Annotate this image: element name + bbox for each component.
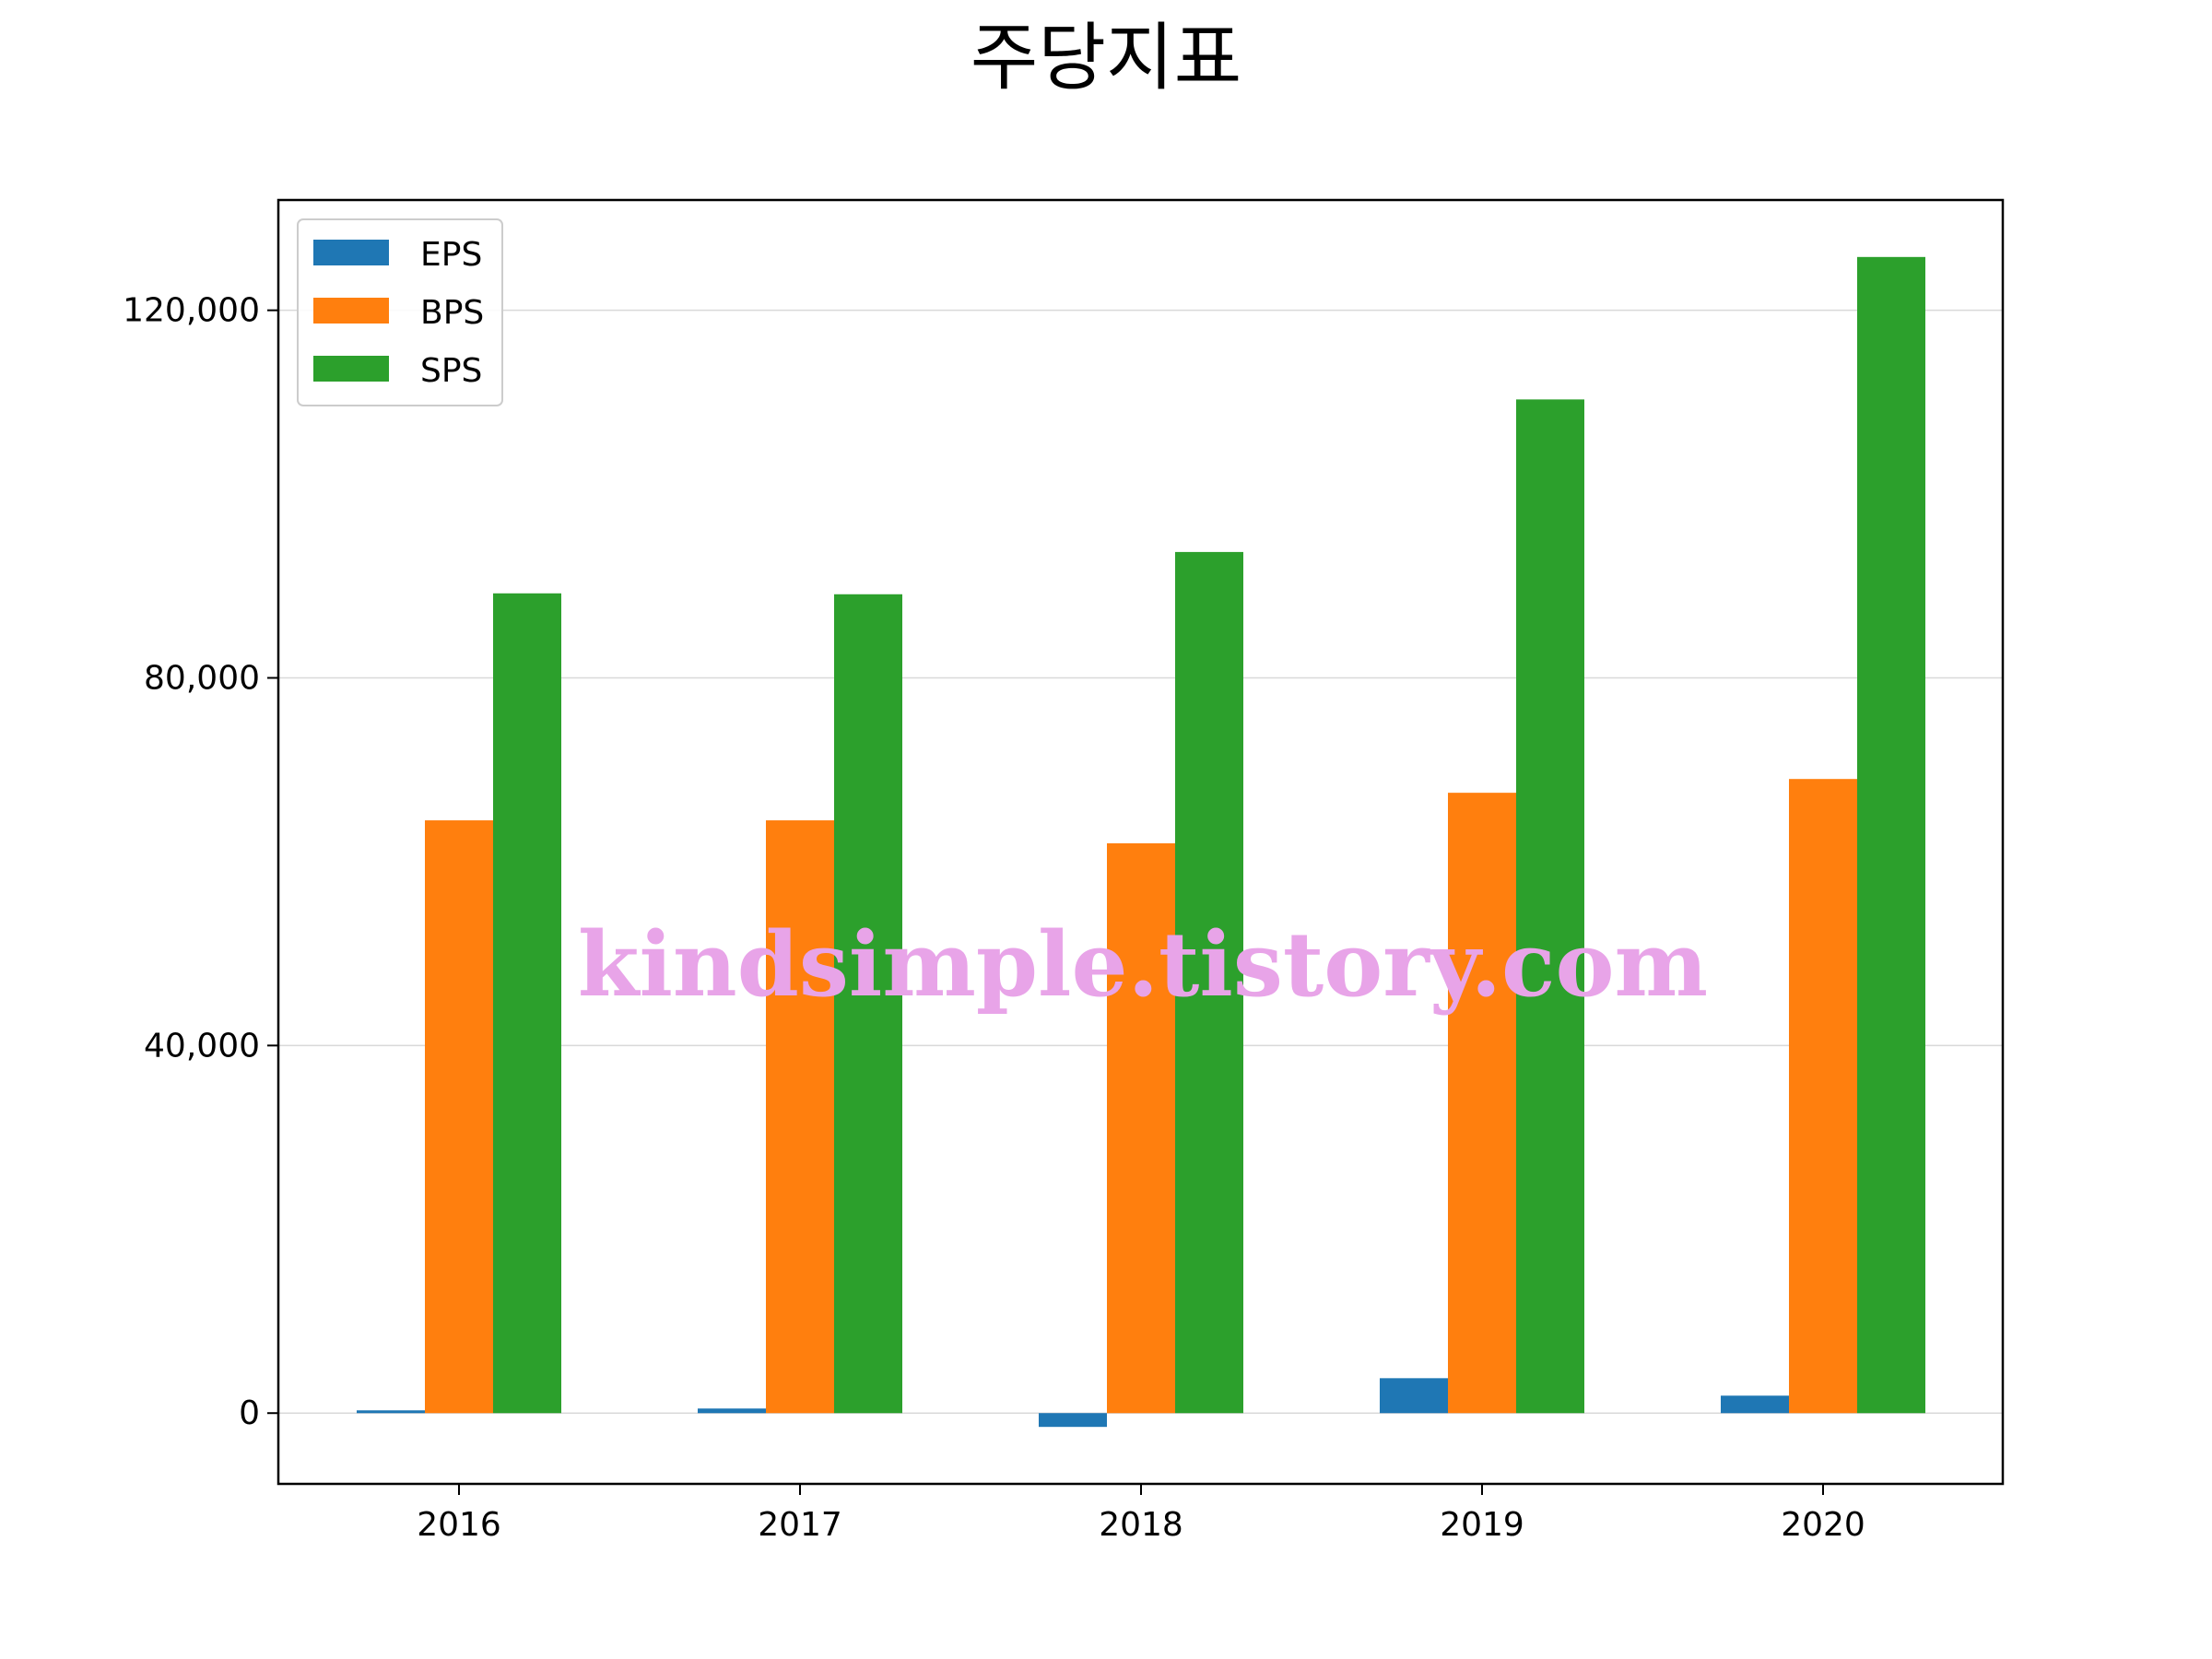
bar-bps-2020: [1789, 779, 1857, 1414]
y-tick-label: 120,000: [123, 292, 260, 330]
x-tick-label: 2018: [1099, 1506, 1183, 1544]
bar-bps-2016: [425, 820, 493, 1414]
x-tick-label: 2016: [417, 1506, 501, 1544]
legend-label-bps: BPS: [420, 294, 484, 332]
bar-sps-2016: [493, 593, 561, 1414]
bar-eps-2016: [357, 1410, 425, 1414]
y-tick-label: 0: [239, 1394, 260, 1432]
x-tick-label: 2020: [1781, 1506, 1865, 1544]
y-tick-label: 40,000: [144, 1027, 260, 1065]
legend-swatch-bps: [313, 298, 389, 324]
bar-sps-2019: [1516, 399, 1584, 1414]
y-tick-label: 80,000: [144, 660, 260, 698]
x-tick-label: 2017: [758, 1506, 842, 1544]
chart-title: 주당지표: [971, 15, 1241, 100]
bar-eps-2018: [1039, 1413, 1107, 1428]
legend-swatch-sps: [313, 356, 389, 382]
legend-label-sps: SPS: [420, 352, 482, 390]
x-tick-label: 2019: [1440, 1506, 1524, 1544]
bar-sps-2018: [1175, 551, 1243, 1414]
watermark-text: kindsimple.tistory.com: [578, 912, 1708, 1017]
bars: [357, 256, 1925, 1428]
bar-eps-2017: [698, 1408, 766, 1414]
legend-swatch-eps: [313, 240, 389, 265]
bar-eps-2019: [1380, 1378, 1448, 1414]
legend: EPS BPS SPS: [297, 218, 503, 406]
bar-bps-2018: [1107, 842, 1175, 1414]
bar-eps-2020: [1721, 1395, 1789, 1414]
legend-label-eps: EPS: [420, 236, 482, 274]
bar-sps-2017: [834, 594, 902, 1414]
bar-bps-2017: [766, 820, 834, 1414]
x-axis: 2016 2017 2018 2019 2020: [417, 1484, 1865, 1544]
bar-sps-2020: [1857, 256, 1925, 1414]
bar-bps-2019: [1448, 793, 1516, 1414]
y-axis: 0 40,000 80,000 120,000: [123, 292, 278, 1432]
